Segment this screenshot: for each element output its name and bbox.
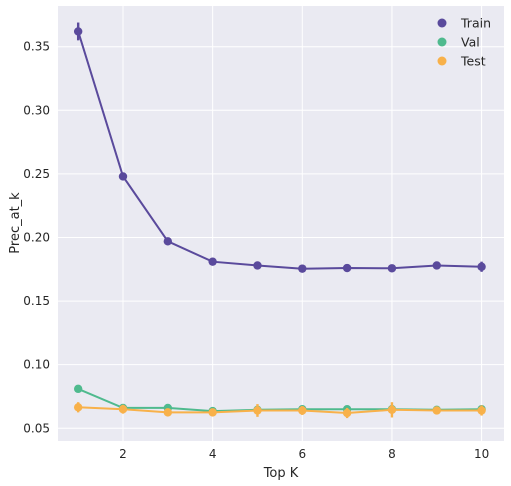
test-point xyxy=(432,406,441,415)
y-tick-label: 0.05 xyxy=(23,421,50,435)
train-point xyxy=(342,263,352,273)
legend-label-test: Test xyxy=(460,54,486,69)
y-tick-labels: 0.05 0.10 0.15 0.20 0.25 0.30 0.35 xyxy=(23,40,50,436)
legend-marker-test xyxy=(437,56,447,66)
test-point xyxy=(477,406,486,415)
train-line xyxy=(77,31,482,270)
train-point xyxy=(432,261,441,270)
y-tick-label: 0.25 xyxy=(23,167,50,181)
legend: Train Val Test xyxy=(437,16,491,69)
x-tick-labels: 2 4 6 8 10 xyxy=(119,447,489,461)
series-layer xyxy=(73,22,486,419)
test-point xyxy=(163,408,173,417)
test-line xyxy=(78,406,482,415)
test-point xyxy=(208,408,217,417)
test-point xyxy=(342,408,352,418)
val-point xyxy=(73,384,83,394)
x-tick-label: 2 xyxy=(119,447,127,461)
train-point xyxy=(298,264,307,273)
train-point xyxy=(477,262,486,271)
x-tick-label: 10 xyxy=(474,447,489,461)
train-point xyxy=(208,257,217,266)
y-axis-label: Prec_at_k xyxy=(8,192,23,254)
series-train xyxy=(73,22,486,273)
test-point xyxy=(253,406,262,415)
x-axis-label: Top K xyxy=(263,466,299,481)
y-tick-label: 0.20 xyxy=(23,230,50,244)
y-tick-label: 0.10 xyxy=(23,358,50,372)
x-tick-label: 4 xyxy=(209,447,217,461)
grid xyxy=(58,6,504,441)
x-tick-label: 6 xyxy=(298,447,306,461)
legend-marker-train xyxy=(437,18,447,28)
y-tick-label: 0.15 xyxy=(23,294,50,308)
train-point xyxy=(118,172,128,181)
y-tick-label: 0.35 xyxy=(23,40,50,54)
test-point xyxy=(118,405,128,414)
legend-label-val: Val xyxy=(461,35,480,50)
test-point xyxy=(387,405,397,415)
train-point xyxy=(387,264,397,273)
legend-label-train: Train xyxy=(460,16,491,31)
series-test xyxy=(73,402,486,419)
y-tick-label: 0.30 xyxy=(23,103,50,117)
plot-area xyxy=(58,6,504,441)
train-point xyxy=(163,237,173,246)
train-point xyxy=(73,27,83,36)
test-point xyxy=(73,403,83,412)
train-point xyxy=(253,261,262,270)
x-tick-label: 8 xyxy=(388,447,396,461)
test-point xyxy=(298,406,307,415)
legend-marker-val xyxy=(437,37,447,47)
